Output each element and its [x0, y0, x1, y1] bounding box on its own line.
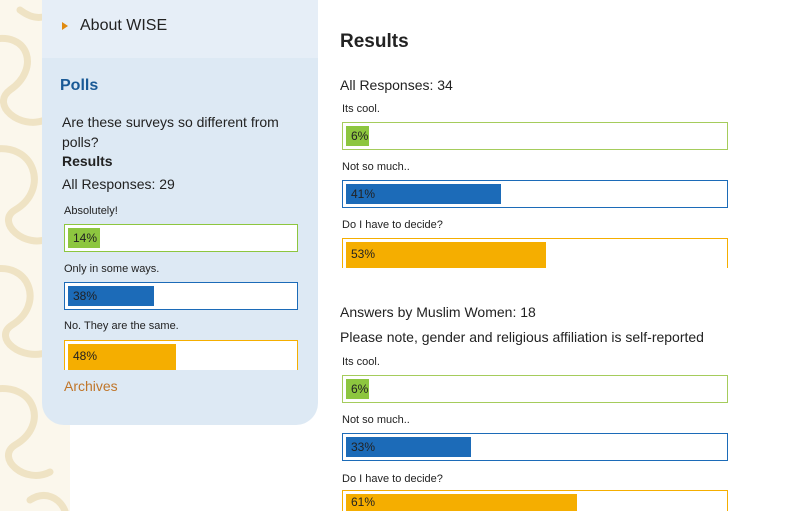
- poll-option-label: No. They are the same.: [64, 320, 179, 332]
- result-option-label: Its cool.: [342, 356, 380, 368]
- result-bar-percent: 61%: [351, 495, 376, 509]
- result-bar-fill: [346, 379, 369, 399]
- poll-bar-percent: 48%: [73, 348, 98, 363]
- poll-bar-fill: [68, 286, 154, 306]
- result-bar-percent: 6%: [351, 129, 369, 143]
- result-bar-fill: [346, 126, 369, 146]
- polls-heading: Polls: [60, 77, 99, 94]
- ornament-pattern-icon: [0, 0, 69, 511]
- archives-link[interactable]: Archives: [64, 378, 118, 394]
- result-option-label: Do I have to decide?: [342, 219, 443, 231]
- poll-option-label: Absolutely!: [64, 205, 118, 217]
- poll-option-label: Only in some ways.: [64, 263, 160, 275]
- poll-bar-percent: 38%: [73, 289, 98, 303]
- result-bar-percent: 53%: [351, 246, 376, 261]
- result-option-label: Its cool.: [342, 103, 380, 115]
- result-bar-fill: [346, 437, 471, 457]
- poll-question: Are these surveys so different from poll…: [62, 114, 279, 150]
- sidebar-nav-area: [42, 0, 318, 58]
- all-responses-count: All Responses: 34: [340, 77, 453, 93]
- poll-result-bar: 14%: [64, 224, 298, 252]
- arrow-right-icon: [62, 22, 68, 30]
- nav-link-label: About WISE: [80, 17, 168, 34]
- poll-result-bar: 48%: [64, 340, 298, 370]
- poll-response-count: All Responses: 29: [62, 176, 175, 192]
- result-bar-percent: 41%: [351, 187, 376, 201]
- poll-bar-fill: [68, 228, 100, 248]
- result-option-label: Not so much..: [342, 414, 410, 426]
- result-option-label: Not so much..: [342, 161, 410, 173]
- page-title: Results: [340, 31, 409, 52]
- result-bar-percent: 33%: [351, 440, 376, 454]
- women-responses-count: Answers by Muslim Women: 18: [340, 304, 536, 320]
- result-bar-fill: [346, 494, 577, 511]
- result-bar: 6%: [342, 122, 728, 150]
- poll-result-bar: 38%: [64, 282, 298, 310]
- poll-bar-fill: [68, 344, 176, 370]
- self-report-note: Please note, gender and religious affili…: [340, 329, 704, 345]
- result-bar-fill: [346, 242, 546, 268]
- poll-results-heading: Results: [62, 153, 113, 169]
- poll-bar-percent: 14%: [73, 231, 98, 245]
- nav-link-about-wise[interactable]: About WISE: [62, 17, 167, 35]
- result-bar: 53%: [342, 238, 728, 268]
- result-option-label: Do I have to decide?: [342, 473, 443, 485]
- result-bar-fill: [346, 184, 501, 204]
- result-bar: 61%: [342, 490, 728, 511]
- result-bar: 6%: [342, 375, 728, 403]
- result-bar: 33%: [342, 433, 728, 461]
- result-bar-percent: 6%: [351, 382, 369, 396]
- result-bar: 41%: [342, 180, 728, 208]
